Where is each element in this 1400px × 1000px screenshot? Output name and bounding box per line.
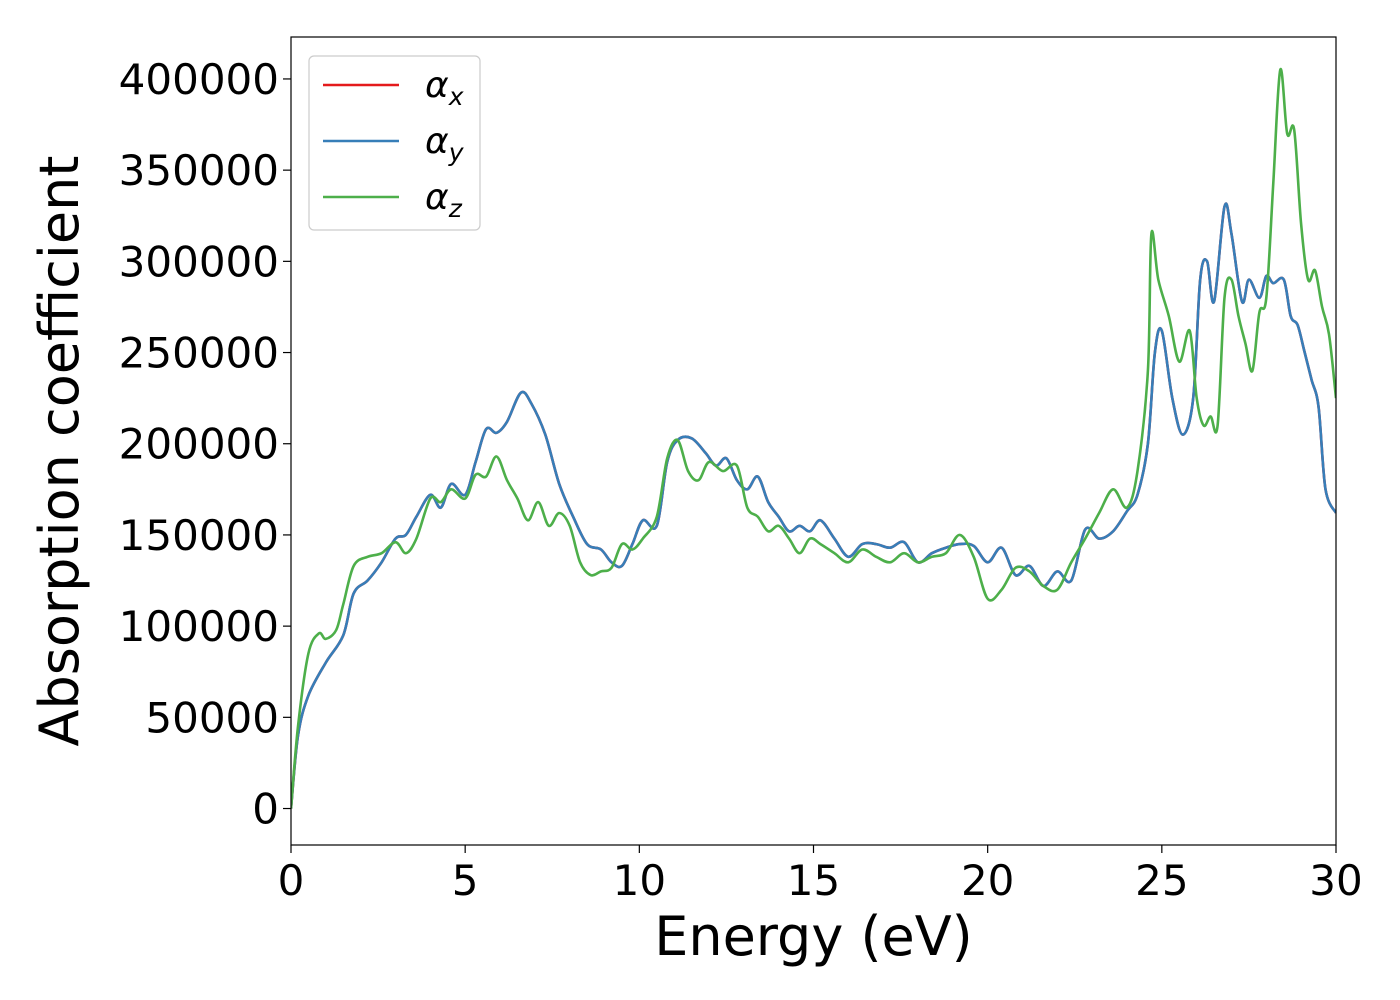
y-tick-label: 100000 bbox=[119, 602, 279, 651]
x-tick-label: 25 bbox=[1135, 856, 1188, 905]
y-axis-label: Absorption coefficient bbox=[28, 156, 91, 747]
x-tick-label: 20 bbox=[961, 856, 1014, 905]
x-tick-label: 5 bbox=[452, 856, 479, 905]
legend-label: αz bbox=[425, 177, 463, 223]
legend-box bbox=[308, 55, 481, 231]
y-tick-label: 400000 bbox=[119, 55, 279, 104]
series-line-y bbox=[291, 202, 1336, 809]
plot-frame bbox=[290, 36, 1337, 846]
x-tick-label: 15 bbox=[787, 856, 840, 905]
y-tick-label: 250000 bbox=[119, 329, 279, 378]
y-tick-label: 0 bbox=[252, 785, 279, 834]
series-line-x bbox=[291, 202, 1336, 809]
x-tick-label: 10 bbox=[613, 856, 666, 905]
y-tick-label: 350000 bbox=[119, 146, 279, 195]
x-axis-label: Energy (eV) bbox=[654, 905, 973, 968]
y-tick-label: 50000 bbox=[145, 693, 279, 742]
series-line-z bbox=[291, 68, 1336, 809]
x-tick-label: 30 bbox=[1309, 856, 1362, 905]
legend-label: αy bbox=[425, 121, 465, 167]
legend: αx αy αz bbox=[308, 55, 481, 231]
x-axis-ticks: 0 5 10 15 20 25 30 bbox=[278, 845, 1363, 905]
y-tick-label: 300000 bbox=[119, 237, 279, 286]
y-tick-label: 200000 bbox=[119, 420, 279, 469]
legend-label: αx bbox=[425, 65, 464, 111]
y-axis-ticks: 0 50000 100000 150000 200000 250000 300000 3500… bbox=[119, 55, 291, 834]
series-layer bbox=[291, 68, 1336, 809]
y-tick-label: 150000 bbox=[119, 511, 279, 560]
x-tick-label: 0 bbox=[278, 856, 305, 905]
